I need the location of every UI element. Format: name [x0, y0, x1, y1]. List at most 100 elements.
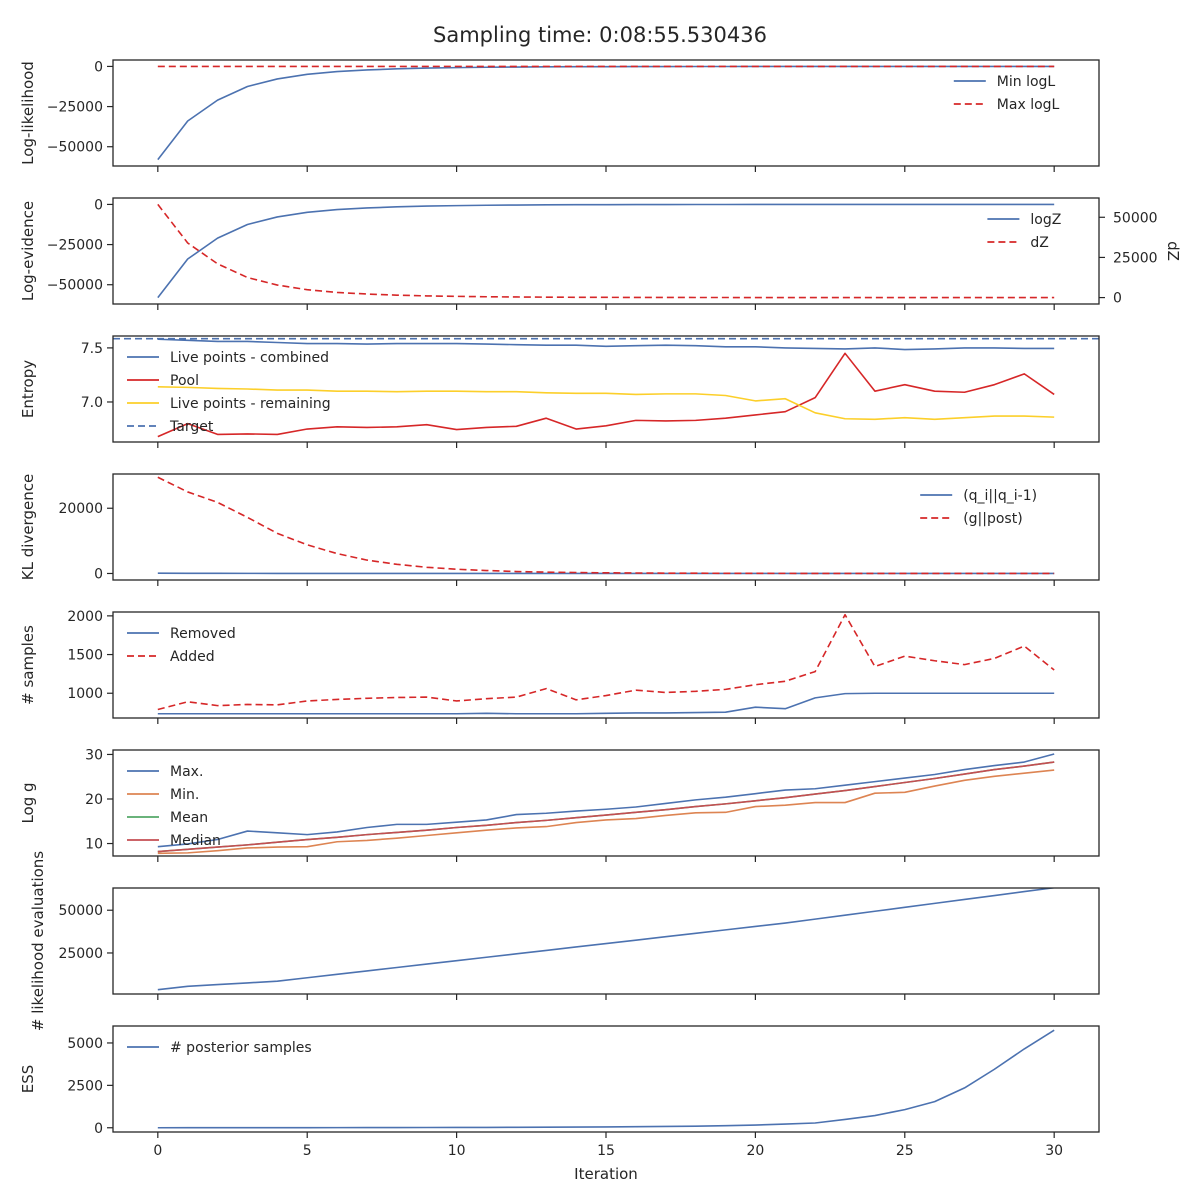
- series-dz-line: [157, 203, 1055, 299]
- y-tick-label: 20000: [58, 501, 103, 517]
- y-tick-label: −25000: [47, 238, 103, 254]
- axes-frame: [112, 611, 1100, 719]
- series-pool-line: [157, 352, 1055, 438]
- x-tick-label: 20: [746, 1143, 764, 1159]
- plot-area: [157, 65, 1055, 161]
- y-tick-label: −25000: [47, 100, 103, 116]
- plot-area: [157, 613, 1055, 715]
- y-axis-label: # likelihood evaluations: [29, 851, 47, 1031]
- panel-logg: 10 20 30 Log g Max. Min. Mean Median: [19, 747, 1100, 862]
- axes-frame: [112, 1025, 1100, 1133]
- axes-frame: [112, 59, 1100, 167]
- y-axis-label: Log-evidence: [19, 201, 37, 301]
- axes-frame: [112, 749, 1100, 857]
- series-min-line: [157, 769, 1055, 855]
- legend: # posterior samples: [127, 1040, 312, 1056]
- x-tick-label: 15: [597, 1143, 615, 1159]
- panel-samples: 1000 1500 2000 # samples Removed Added: [19, 609, 1100, 724]
- legend-label: Live points - remaining: [170, 396, 331, 412]
- series-max-line: [157, 753, 1055, 848]
- y-tick-label: 25000: [58, 946, 103, 962]
- panel-likelihood-evaluations: 25000 50000 # likelihood evaluations: [29, 851, 1100, 1031]
- series-mean-line: [157, 761, 1055, 853]
- plot-area: [157, 888, 1055, 991]
- panel-kl: 0 20000 KL divergence (q_i||q_i-1) (g||post): [19, 473, 1100, 586]
- y-tick-label: 30: [85, 747, 103, 763]
- y-tick-label: 0: [94, 566, 103, 582]
- axes-frame: [112, 197, 1100, 305]
- y-tick-label: 7.0: [81, 395, 103, 411]
- series-posterior-samples-line: [157, 1029, 1055, 1129]
- series-added-line: [157, 613, 1055, 711]
- series-min-logl-line: [157, 65, 1055, 161]
- y-tick-label: 10: [85, 837, 103, 853]
- y-tick-label: −50000: [47, 278, 103, 294]
- plot-area: [113, 337, 1099, 438]
- series-logz-line: [157, 203, 1055, 299]
- legend-label: Min.: [170, 787, 199, 803]
- legend: Removed Added: [127, 626, 236, 665]
- y-tick-label: 2000: [67, 609, 103, 625]
- legend-label: Median: [170, 833, 221, 849]
- x-tick-label: 30: [1045, 1143, 1063, 1159]
- series-likelihood-evaluations-line: [157, 888, 1055, 991]
- legend: (q_i||q_i-1) (g||post): [920, 488, 1037, 527]
- plot-area: [157, 476, 1055, 575]
- y-axis-label: Log-likelihood: [19, 61, 37, 165]
- x-tick-label: 10: [448, 1143, 466, 1159]
- legend-label: # posterior samples: [170, 1040, 312, 1056]
- y-tick-label: 1000: [67, 686, 103, 702]
- legend-label: logZ: [1030, 212, 1061, 228]
- panel-ess: 0 2500 5000 ESS 0 5 10 15 20 25 30 # posterior samp…: [19, 1025, 1100, 1159]
- y-tick-label: 0: [94, 59, 103, 75]
- axes-frame: [112, 335, 1100, 443]
- series-removed-line: [157, 692, 1055, 715]
- legend-label: Added: [170, 649, 215, 665]
- figure-title: Sampling time: 0:08:55.530436: [433, 23, 767, 47]
- y-axis-label: ESS: [19, 1065, 37, 1094]
- series-median-line: [157, 761, 1055, 853]
- legend-label: (g||post): [963, 511, 1022, 527]
- y-tick-label: 7.5: [81, 341, 103, 357]
- y-axis-label: KL divergence: [19, 474, 37, 580]
- legend: logZ dZ: [987, 212, 1061, 251]
- y-tick-label: 50000: [58, 903, 103, 919]
- legend-label: Pool: [170, 373, 199, 389]
- axes-frame: [112, 473, 1100, 581]
- y-tick-label: 1500: [67, 648, 103, 664]
- legend-label: Target: [169, 419, 214, 435]
- y-axis-label: Entropy: [19, 360, 37, 418]
- y-axis-label: Log g: [19, 782, 37, 823]
- series-g-post-line: [157, 476, 1055, 575]
- y2-axis-label: dZ: [1164, 241, 1182, 261]
- y-tick-label: 0: [94, 1121, 103, 1137]
- plot-area: [157, 203, 1055, 299]
- legend: Min logL Max logL: [953, 74, 1060, 113]
- legend-label: dZ: [1030, 235, 1048, 251]
- x-axis-label: Iteration: [574, 1165, 638, 1183]
- panels: 0 −25000 −50000 Log-likelihood Min logL Max l…: [19, 59, 1182, 1159]
- y2-tick-label: 25000: [1113, 250, 1158, 266]
- plot-area: [157, 753, 1055, 855]
- y-axis-label: # samples: [19, 625, 37, 705]
- y-tick-label: −50000: [47, 140, 103, 156]
- y-tick-label: 5000: [67, 1036, 103, 1052]
- series-live-points-remaining-line: [157, 386, 1055, 421]
- series-live-points-combined-line: [157, 338, 1055, 351]
- legend-label: Max.: [170, 764, 203, 780]
- plot-area: [157, 1029, 1055, 1129]
- x-tick-label: 25: [896, 1143, 914, 1159]
- y2-tick-label: 0: [1113, 291, 1122, 307]
- legend: Max. Min. Mean Median: [127, 764, 221, 849]
- y-tick-label: 2500: [67, 1078, 103, 1094]
- panel-loglikelihood: 0 −25000 −50000 Log-likelihood Min logL Max l…: [19, 59, 1100, 172]
- y2-tick-label: 50000: [1113, 210, 1158, 226]
- axes-frame: [112, 887, 1100, 995]
- legend-label: (q_i||q_i-1): [963, 488, 1037, 504]
- legend-label: Removed: [170, 626, 236, 642]
- x-tick-label: 0: [153, 1143, 162, 1159]
- y-tick-label: 0: [94, 197, 103, 213]
